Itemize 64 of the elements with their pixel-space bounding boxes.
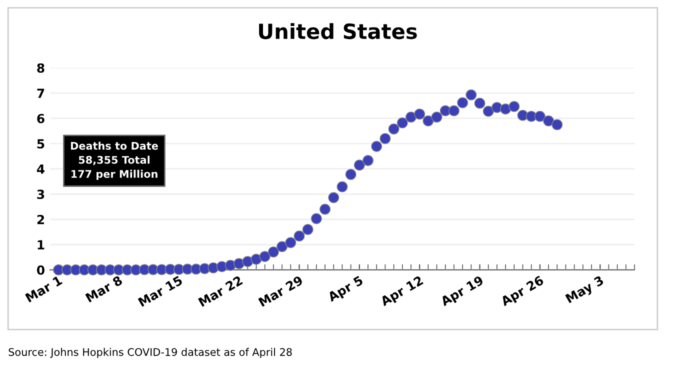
point [345, 168, 356, 180]
point [173, 264, 184, 275]
point [242, 256, 254, 268]
point [53, 264, 64, 276]
source-note: Source: Johns Hopkins COVID-19 dataset as of April 28 [8, 348, 292, 358]
y-tick-label: 5 [37, 139, 44, 149]
x-tick-label: Apr 26 [500, 275, 546, 308]
annotation: Deaths to Date [70, 142, 158, 150]
point [448, 105, 460, 116]
point [388, 123, 400, 134]
point [543, 115, 554, 126]
point [302, 224, 314, 235]
y-tick-label: 1 [38, 240, 44, 250]
y-tick-label: 0 [36, 265, 44, 275]
point [380, 133, 391, 144]
point [310, 213, 322, 224]
y-tick-label: 2 [37, 214, 44, 224]
point [268, 246, 279, 258]
point [182, 264, 193, 275]
x-tick-label: Mar 22 [198, 275, 243, 307]
point [405, 112, 416, 123]
point [534, 110, 546, 122]
point [422, 115, 434, 126]
point [250, 254, 262, 265]
point [457, 97, 468, 108]
point [294, 230, 305, 242]
y-tick-label: 3 [37, 190, 44, 200]
point [320, 204, 331, 215]
point [234, 258, 245, 270]
point [354, 160, 365, 171]
point [259, 250, 270, 262]
x-tick-label: Mar 8 [85, 275, 123, 303]
point [336, 181, 348, 192]
y-tick-label: 7 [37, 88, 44, 98]
point [362, 155, 374, 166]
point [508, 100, 520, 112]
x-tick-label: Mar 15 [138, 276, 183, 307]
point [552, 119, 563, 130]
point [208, 262, 219, 274]
point [500, 104, 512, 115]
x-tick-label: Apr 12 [379, 275, 425, 308]
point [482, 106, 494, 117]
y-tick-label: 6 [37, 114, 44, 124]
point [371, 140, 382, 152]
x-tick-label: Apr 19 [440, 275, 486, 308]
x-tick-label: Apr 5 [326, 276, 365, 304]
point [276, 241, 288, 252]
point [328, 192, 340, 204]
chart-title: United States [259, 23, 417, 40]
point [216, 261, 228, 272]
y-tick-label: 8 [37, 63, 44, 73]
x-tick-label: Mar 29 [258, 275, 304, 307]
y-tick-label: 4 [36, 164, 45, 174]
point [224, 260, 236, 271]
x-tick-label: Mar 1 [25, 276, 63, 303]
x-tick-label: May 3 [565, 275, 606, 306]
annotation: 58,355 Total [78, 156, 150, 166]
point [474, 98, 486, 109]
annotation: 177 per Million [71, 170, 158, 180]
point [431, 112, 442, 123]
point [466, 89, 477, 100]
point [414, 108, 426, 120]
point [285, 237, 296, 248]
point [396, 117, 408, 128]
